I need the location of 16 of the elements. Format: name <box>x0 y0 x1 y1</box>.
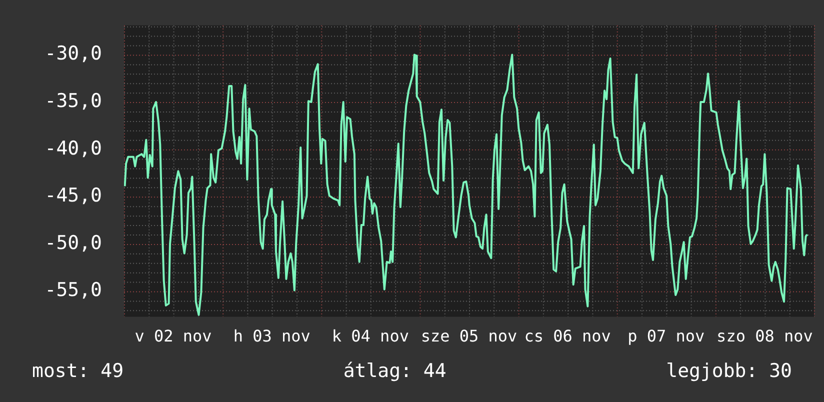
y-tick-label: -40,0 <box>44 137 102 160</box>
y-tick-label: -50,0 <box>44 232 102 254</box>
y-tick-label: -35,0 <box>44 90 102 112</box>
x-tick-label: v 02 nov <box>134 326 212 346</box>
text: most: 49 <box>32 360 124 382</box>
y-tick-label: -45,0 <box>44 184 102 207</box>
x-tick-label: sze 05 nov <box>420 326 518 346</box>
x-tick-label: p 07 nov <box>628 326 705 346</box>
x-tick-label: szo 08 nov <box>716 326 813 346</box>
y-tick-label: -30,0 <box>44 42 102 65</box>
y-tick-label: -55,0 <box>44 279 102 302</box>
text: átlag: 44 <box>343 360 446 382</box>
x-tick-label: h 03 nov <box>233 326 310 346</box>
text: legjobb: 30 <box>666 360 792 382</box>
x-tick-label: k 04 nov <box>332 326 409 346</box>
x-tick-label: cs 06 nov <box>524 326 611 346</box>
